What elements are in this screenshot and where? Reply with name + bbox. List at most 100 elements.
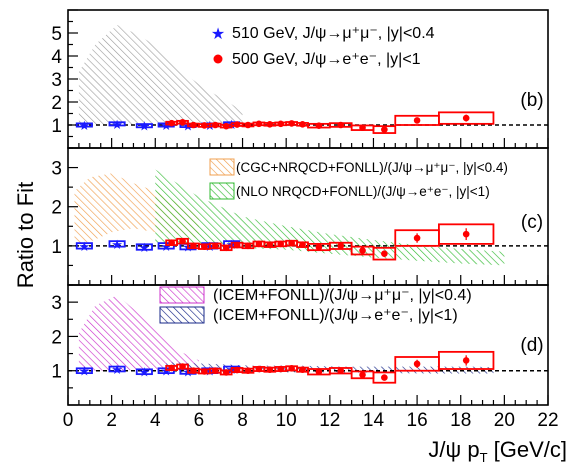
point-500-circle bbox=[299, 366, 306, 373]
legend-entry-text: 510 GeV, J/ψ→μ⁺μ⁻, |y|<0.4 bbox=[232, 25, 435, 42]
point-500-circle bbox=[359, 371, 366, 379]
point-500-circle bbox=[381, 250, 388, 257]
y-tick-label: 1 bbox=[51, 237, 62, 258]
y-tick-label: 1 bbox=[51, 116, 62, 137]
point-500-circle bbox=[244, 367, 252, 375]
data-points: ★ ★ ★ ★ ★ ★ ★★ ★ ★ ★ ★ ★ ★★ ★ ★ ★ ★ ★ ★ bbox=[75, 111, 495, 384]
point-500-circle bbox=[179, 237, 186, 245]
point-500-circle bbox=[222, 244, 230, 252]
legend-swatch bbox=[209, 182, 235, 200]
y-tick-label: 3 bbox=[51, 293, 62, 314]
point-500-box bbox=[372, 371, 397, 384]
point-500-circle bbox=[244, 242, 252, 250]
point-500-circle bbox=[222, 369, 230, 376]
point-500-circle bbox=[255, 240, 263, 248]
point-500-circle bbox=[288, 239, 295, 247]
point-500-circle bbox=[462, 230, 470, 238]
point-500-circle bbox=[233, 121, 241, 128]
point-500-circle bbox=[255, 120, 263, 128]
point-500-circle bbox=[381, 374, 388, 381]
point-500-circle bbox=[462, 357, 470, 364]
point-500-circle bbox=[222, 122, 230, 130]
point-510-star: ★ bbox=[160, 240, 172, 255]
x-tick-label: 12 bbox=[319, 410, 340, 431]
point-500-circle bbox=[179, 118, 186, 126]
point-500-circle bbox=[190, 367, 197, 375]
point-510-box bbox=[75, 242, 93, 250]
point-500-box bbox=[372, 246, 397, 261]
point-510-box bbox=[75, 122, 93, 128]
point-500-circle bbox=[201, 122, 208, 129]
point-510-star: ★ bbox=[139, 241, 151, 256]
point-510-star: ★ bbox=[139, 120, 151, 135]
point-500-circle bbox=[233, 241, 241, 249]
legend-entry-text: (NLO NRQCD+FONLL)/(J/ψ→e⁺e⁻, |y|<1) bbox=[236, 184, 490, 199]
x-tick-label: 4 bbox=[150, 410, 161, 431]
point-500-circle bbox=[244, 121, 252, 129]
legend-swatch bbox=[159, 286, 205, 304]
point-500-circle bbox=[190, 121, 197, 129]
point-510-box bbox=[108, 365, 126, 373]
band-2-0 bbox=[78, 295, 199, 371]
point-500-circle bbox=[201, 243, 208, 250]
legends: ★ 510 GeV, J/ψ→μ⁺μ⁻, |y|<0.4 500 GeV, J/ψ→… bbox=[159, 24, 508, 324]
point-500-circle bbox=[266, 121, 274, 128]
y-tick-label: 2 bbox=[51, 327, 62, 348]
point-500-circle bbox=[288, 365, 295, 372]
legend-swatch bbox=[159, 306, 205, 324]
x-tick-label: 22 bbox=[537, 410, 558, 431]
point-500-circle bbox=[233, 366, 241, 374]
point-500-circle bbox=[211, 242, 219, 250]
point-500-circle bbox=[266, 241, 274, 248]
band-0-0 bbox=[78, 25, 243, 127]
point-510-box bbox=[135, 123, 153, 129]
legend-star-marker: ★ bbox=[211, 24, 225, 43]
y-tick-label: 1 bbox=[51, 362, 62, 383]
point-510-star: ★ bbox=[139, 366, 151, 381]
legend-swatch bbox=[209, 158, 235, 176]
panel-label: (d) bbox=[520, 335, 543, 356]
x-tick-label: 14 bbox=[363, 410, 385, 431]
point-500-circle bbox=[299, 241, 306, 248]
point-500-circle bbox=[413, 360, 421, 368]
legend-entry-text: (ICEM+FONLL)/(J/ψ→e⁺e⁻, |y|<1) bbox=[213, 307, 458, 324]
point-500-box bbox=[438, 111, 495, 125]
point-500-circle bbox=[337, 121, 345, 129]
point-510-star: ★ bbox=[79, 119, 91, 134]
point-510-star: ★ bbox=[160, 365, 172, 380]
point-500-circle bbox=[315, 122, 323, 129]
legend-entry-text: (CGC+NRQCD+FONLL)/(J/ψ→μ⁺μ⁻, |y|<0.4) bbox=[236, 160, 508, 175]
y-tick-label: 2 bbox=[51, 93, 62, 114]
y-tick-label: 5 bbox=[51, 24, 62, 45]
point-510-box bbox=[135, 368, 153, 376]
point-500-circle bbox=[299, 121, 306, 128]
x-tick-label: 10 bbox=[276, 410, 297, 431]
point-500-circle bbox=[168, 119, 175, 127]
y-tick-label: 2 bbox=[51, 198, 62, 219]
x-axis-title: J/ψ pT [GeV/c] bbox=[428, 437, 567, 465]
point-500-box bbox=[372, 125, 397, 134]
point-500-circle bbox=[288, 120, 295, 127]
x-tick-label: 8 bbox=[237, 410, 248, 431]
legend-circle-marker bbox=[213, 54, 223, 64]
point-510-box bbox=[135, 243, 153, 251]
x-tick-label: 6 bbox=[194, 410, 205, 431]
point-500-circle bbox=[179, 363, 186, 370]
point-500-circle bbox=[337, 242, 345, 250]
legend-entry-text: (ICEM+FONLL)/(J/ψ→μ⁺μ⁻, |y|<0.4) bbox=[213, 287, 472, 304]
y-axis-title: Ratio to Fit bbox=[13, 182, 38, 288]
point-500-circle bbox=[168, 364, 175, 372]
point-510-star: ★ bbox=[160, 119, 172, 134]
point-510-star: ★ bbox=[111, 118, 123, 133]
x-tick-label: 0 bbox=[63, 410, 74, 431]
point-500-circle bbox=[315, 368, 323, 376]
point-500-circle bbox=[381, 126, 388, 133]
point-500-circle bbox=[359, 124, 366, 132]
point-500-circle bbox=[315, 243, 323, 251]
point-500-box bbox=[438, 350, 495, 370]
point-510-box bbox=[75, 367, 93, 375]
point-500-circle bbox=[201, 368, 208, 375]
y-tick-label: 3 bbox=[51, 159, 62, 180]
point-500-circle bbox=[168, 239, 175, 247]
